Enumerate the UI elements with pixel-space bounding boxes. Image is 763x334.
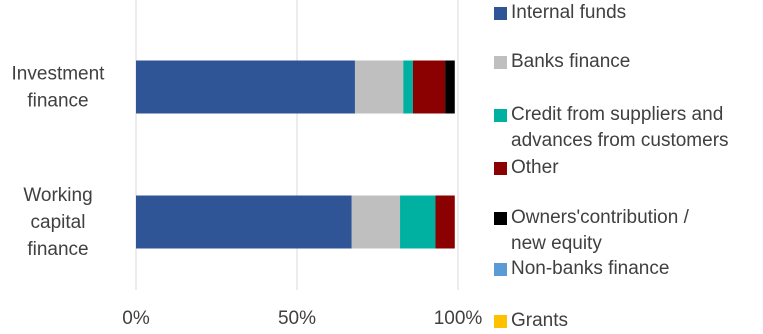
category-labels: Investment finance Working capital finance bbox=[12, 64, 106, 261]
legend-item-other: Other bbox=[494, 155, 559, 181]
legend-label-banks-finance: Banks finance bbox=[511, 51, 631, 72]
legend-swatch-owners-contribution bbox=[494, 212, 507, 225]
legend-swatch-credit-from-suppliers bbox=[494, 109, 507, 122]
bar-segment-investment-finance-other bbox=[412, 60, 446, 114]
legend-label-other: Other bbox=[511, 157, 559, 178]
legend-swatch-non-banks-finance bbox=[494, 263, 507, 276]
legend-item-credit-from-suppliers: Credit from suppliers and advances from … bbox=[494, 102, 729, 154]
x-tick-label-0: 0% bbox=[122, 308, 150, 329]
stacked-bar-chart: Investment finance Working capital finance 0… bbox=[12, 0, 482, 329]
legend-label-non-banks-finance: Non-banks finance bbox=[511, 258, 670, 279]
legend-item-owners-contribution: Owners'contribution / new equity bbox=[494, 205, 689, 257]
legend-swatch-banks-finance bbox=[494, 56, 507, 69]
bar-segment-investment-finance-internal-funds bbox=[136, 60, 355, 114]
legend-label-credit-from-suppliers: Credit from suppliers and advances from … bbox=[511, 104, 729, 151]
legend-swatch-grants bbox=[494, 315, 507, 328]
bar-segment-working-capital-finance-internal-funds bbox=[136, 195, 352, 249]
legend-label-owners-contribution: Owners'contribution / new equity bbox=[511, 207, 689, 254]
legend: Internal funds Banks finance Credit from… bbox=[494, 0, 763, 332]
legend-item-banks-finance: Banks finance bbox=[494, 49, 630, 75]
x-tick-label-1: 50% bbox=[278, 308, 316, 329]
legend-item-internal-funds: Internal funds bbox=[494, 0, 626, 26]
legend-label-grants: Grants bbox=[511, 310, 569, 331]
bar-segment-working-capital-finance-other bbox=[435, 195, 455, 249]
x-axis-ticks: 0% 50% 100% bbox=[122, 308, 482, 329]
legend-label-internal-funds: Internal funds bbox=[511, 2, 627, 23]
legend-item-non-banks-finance: Non-banks finance bbox=[494, 256, 669, 282]
legend-swatch-other bbox=[494, 162, 507, 175]
bar-segment-working-capital-finance-credit-from-suppliers-and-advances-from-customers bbox=[400, 195, 436, 249]
legend-swatch-internal-funds bbox=[494, 7, 507, 20]
bar-segment-investment-finance-banks-finance bbox=[354, 60, 404, 114]
bars bbox=[136, 60, 455, 249]
bar-segment-working-capital-finance-banks-finance bbox=[351, 195, 401, 249]
bar-segment-investment-finance-credit-from-suppliers-and-advances-from-customers bbox=[403, 60, 413, 114]
x-tick-label-2: 100% bbox=[434, 308, 483, 329]
bar-segment-investment-finance-owners-contribution-new-equity bbox=[445, 60, 455, 114]
legend-item-grants: Grants bbox=[494, 308, 568, 334]
category-label-investment-finance: Investment finance bbox=[12, 64, 106, 112]
category-label-working-capital-finance: Working capital finance bbox=[23, 185, 92, 260]
